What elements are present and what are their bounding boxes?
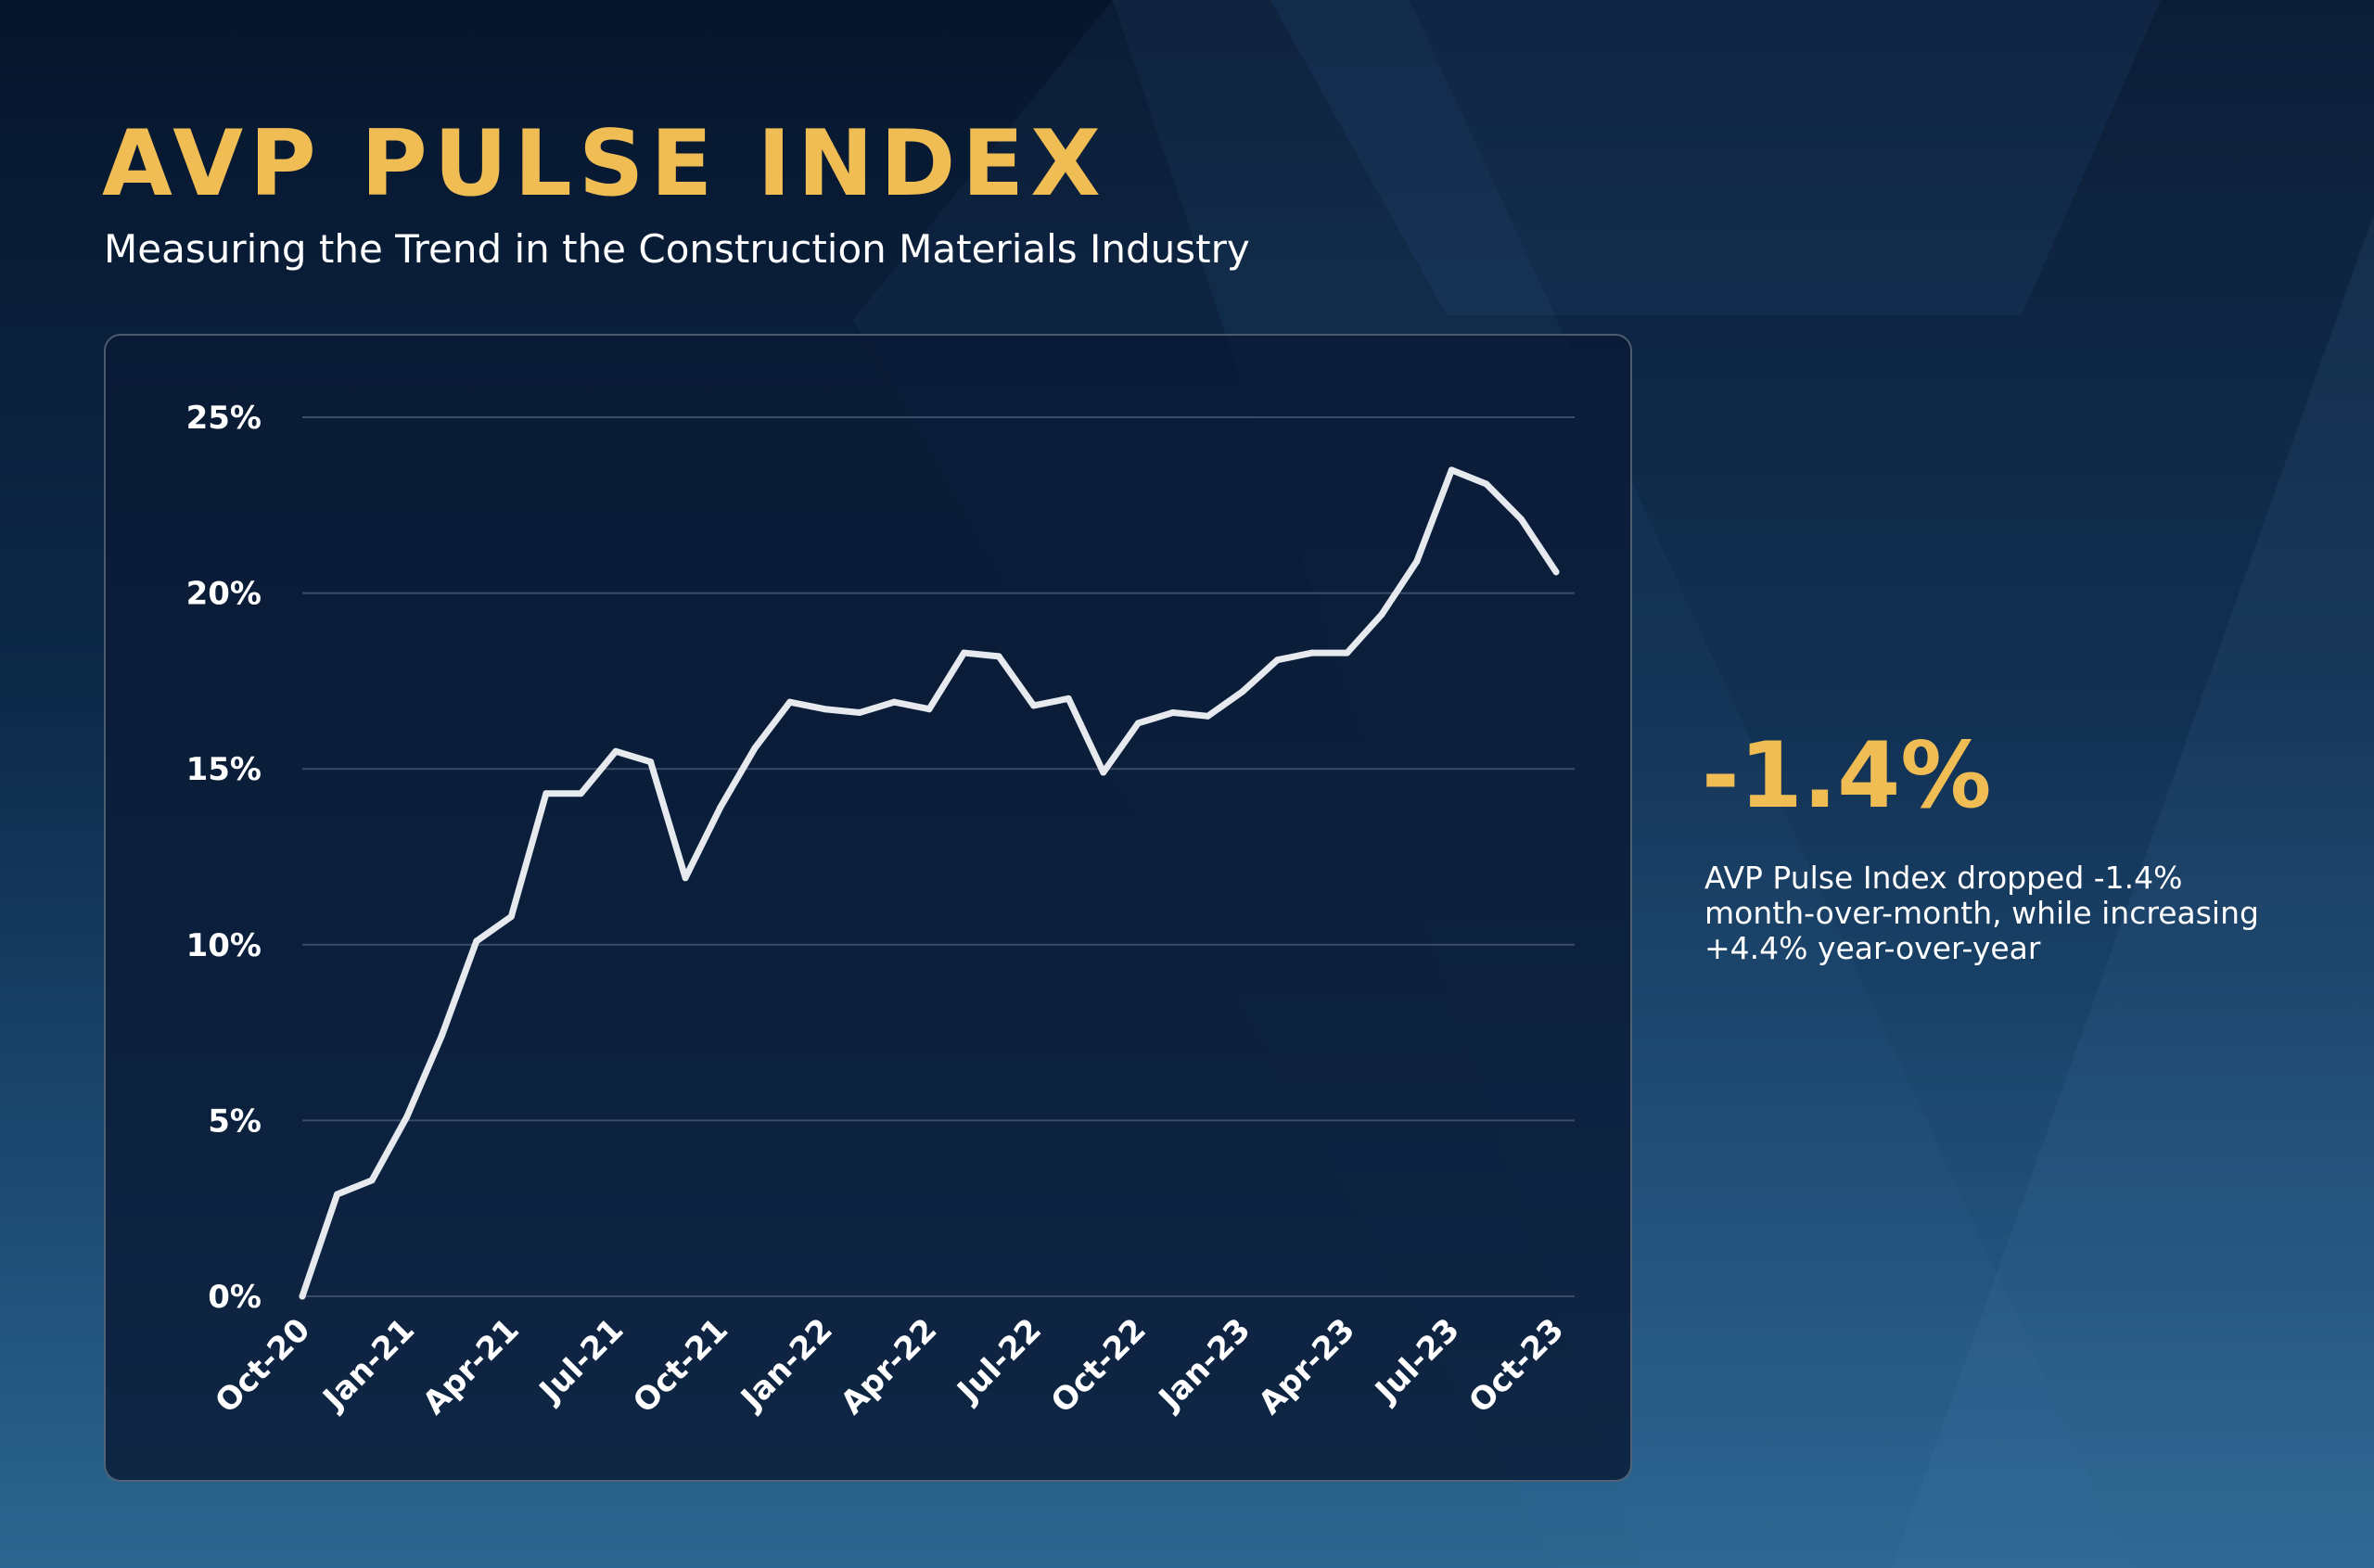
data-point <box>821 706 828 713</box>
data-point <box>786 698 794 706</box>
x-tick-label: Apr-21 <box>415 1311 526 1421</box>
data-point <box>334 1191 341 1198</box>
data-point <box>995 653 1002 660</box>
x-tick-label: Oct-22 <box>1044 1311 1154 1421</box>
data-point <box>1344 649 1351 657</box>
data-point <box>1448 466 1455 474</box>
data-point <box>403 1114 411 1121</box>
data-point <box>368 1177 376 1184</box>
data-point <box>1239 688 1246 695</box>
highlight-value: -1.4% <box>1702 723 1992 829</box>
x-tick-label: Apr-22 <box>834 1311 944 1421</box>
data-point <box>542 790 550 797</box>
x-tick-label: Oct-21 <box>626 1311 735 1421</box>
data-point <box>507 912 515 920</box>
data-point <box>890 698 898 706</box>
y-tick-label: 5% <box>208 1103 262 1140</box>
data-point <box>961 649 968 657</box>
data-point <box>1204 712 1211 720</box>
y-tick-label: 10% <box>186 927 262 964</box>
y-tick-label: 0% <box>208 1279 262 1316</box>
data-point <box>577 790 584 797</box>
data-point <box>1483 480 1490 488</box>
data-point <box>1100 769 1107 776</box>
x-tick-label: Jul-22 <box>950 1311 1049 1410</box>
data-point <box>299 1293 306 1300</box>
data-point <box>856 709 863 717</box>
data-point <box>1378 610 1385 618</box>
data-point <box>438 1032 445 1039</box>
data-point <box>612 747 619 755</box>
y-tick-label: 25% <box>186 400 262 437</box>
data-point <box>751 744 759 751</box>
page-title: AVP PULSE INDEX <box>102 111 1107 217</box>
data-point <box>1413 557 1421 565</box>
x-tick-label: Jan-22 <box>733 1311 839 1418</box>
data-point <box>1169 709 1177 717</box>
data-point <box>1552 568 1560 576</box>
data-point <box>1308 649 1316 657</box>
x-tick-label: Oct-20 <box>208 1311 317 1421</box>
data-point <box>1274 657 1282 664</box>
x-tick-label: Jul-21 <box>531 1311 631 1410</box>
x-tick-label: Jul-23 <box>1367 1311 1466 1410</box>
x-tick-label: Apr-23 <box>1252 1311 1362 1421</box>
x-tick-label: Jan-23 <box>1151 1311 1257 1418</box>
page-subtitle: Measuring the Trend in the Construction … <box>104 226 1250 272</box>
data-point <box>647 759 655 766</box>
data-point <box>1030 702 1038 709</box>
data-point <box>925 706 933 713</box>
x-tick-label: Oct-23 <box>1461 1311 1571 1421</box>
data-point <box>717 804 724 811</box>
data-point <box>1517 516 1525 523</box>
data-point <box>682 874 689 882</box>
data-point <box>1134 720 1142 727</box>
data-point <box>1065 695 1072 702</box>
data-point <box>473 937 480 945</box>
highlight-description: AVP Pulse Index dropped -1.4% month-over… <box>1704 860 2259 966</box>
x-tick-label: Jan-21 <box>315 1311 422 1418</box>
y-tick-label: 20% <box>186 576 262 613</box>
y-tick-label: 15% <box>186 751 262 788</box>
chart-card: 0% 5% 10% 15% 20% 25% Oct-20 Jan-21 Apr-21 Jul-21… <box>104 334 1632 1482</box>
